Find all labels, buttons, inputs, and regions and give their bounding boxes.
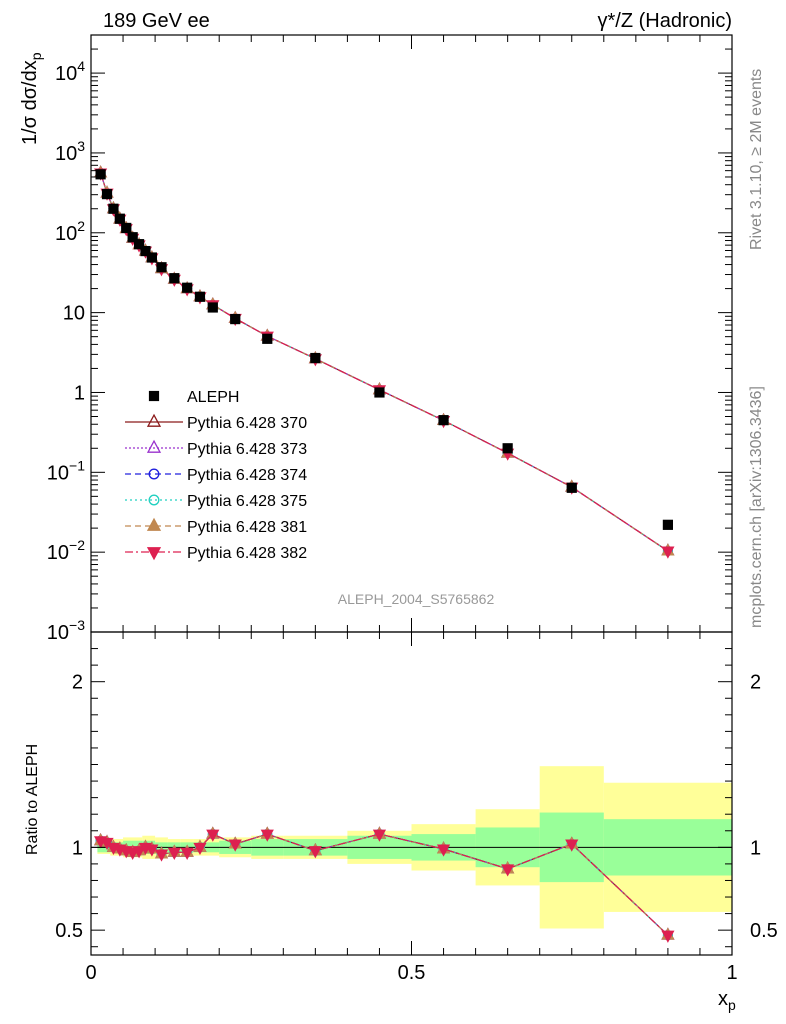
series-5-ratio-point-19 [501, 864, 515, 877]
data-point-21 [662, 519, 673, 530]
ratio-ylabel: Ratio to ALEPH [24, 744, 41, 855]
ytick-label-0: 10−3 [47, 617, 85, 644]
data-point-14 [230, 313, 241, 325]
xtick-label-0: 0 [85, 962, 96, 984]
data-point-13 [207, 302, 218, 313]
ratio-ytick-label-right-2: 2 [750, 672, 761, 694]
legend-marker-5 [146, 547, 162, 561]
series-5-ratio-point-20 [565, 839, 579, 852]
series-5-ratio-point-16 [308, 846, 322, 859]
data-point-8 [146, 252, 157, 263]
series-5-ratio-point-11 [180, 847, 194, 860]
legend-marker-0 [146, 413, 162, 427]
series-5-ratio-point-9 [154, 849, 169, 862]
data-point-7 [140, 245, 151, 257]
series-5-ratio-point-13 [206, 829, 220, 842]
data-point-6 [133, 239, 145, 250]
legend-label-5: Pythia 6.428 382 [187, 545, 307, 562]
ytick-label-1: 10−2 [47, 537, 85, 564]
data-point-1 [101, 189, 113, 200]
legend-label-data: ALEPH [187, 389, 239, 406]
ytick-label-6: 103 [55, 138, 85, 165]
data-point-9 [156, 262, 167, 273]
ytick-label-5: 102 [55, 218, 85, 245]
legend-label-0: Pythia 6.428 370 [187, 415, 307, 432]
data-point-12 [194, 291, 206, 302]
data-point-16 [310, 352, 321, 364]
ratio-ytick-label-right-0: 0.5 [750, 920, 778, 942]
legend-marker-data [148, 390, 160, 402]
series-5-ratio-point-10 [167, 847, 181, 860]
top-ylabel: 1/σ dσ/dxp [19, 52, 44, 145]
legend-label-4: Pythia 6.428 381 [187, 519, 307, 536]
series-line-top-5 [100, 172, 669, 552]
series-5-ratio-point-6 [132, 846, 146, 859]
data-point-11 [182, 282, 193, 293]
series-5-ratio-point-12 [193, 842, 207, 856]
ratio-panel: 0 0.5 10.5 0.51 12 2 [55, 631, 778, 984]
series-5-ratio-point-14 [228, 839, 242, 852]
legend-marker-1 [146, 439, 162, 453]
header-right: γ*/Z (Hadronic) [598, 10, 732, 32]
xtick-label-1: 0.5 [398, 962, 426, 984]
legend-label-1: Pythia 6.428 373 [187, 441, 307, 458]
ytick-label-2: 10−1 [47, 457, 85, 484]
spectrum-panel: 10−3 10−2 10−1 1 10 102 103 104 [47, 34, 733, 644]
legend-marker-4 [146, 517, 162, 531]
ytick-label-4: 10 [63, 303, 85, 325]
data-point-10 [169, 273, 180, 284]
legend: ALEPH Pythia 6.428 370 Pythia 6.428 373 Pyt… [125, 389, 307, 562]
legend-label-2: Pythia 6.428 374 [187, 467, 307, 484]
data-point-18 [438, 415, 449, 426]
rivet-label: Rivet 3.1.10, ≥ 2M events [748, 69, 765, 250]
data-point-17 [374, 387, 385, 398]
xlabel: xp [718, 988, 736, 1013]
legend-marker-3 [148, 494, 160, 506]
series-5-ratio-point-8 [145, 844, 159, 857]
data-point-5 [127, 232, 138, 243]
series-5-ratio-point-18 [436, 844, 451, 857]
ratio-ytick-label-left-2: 2 [72, 672, 83, 694]
ytick-label-3: 1 [74, 382, 85, 404]
header-left: 189 GeV ee [103, 10, 210, 32]
data-point-0 [95, 169, 106, 180]
data-point-20 [566, 482, 577, 493]
legend-marker-2 [148, 468, 160, 480]
ratio-ytick-label-left-1: 1 [72, 837, 83, 859]
data-point-4 [121, 222, 132, 234]
series-5-ratio-point-15 [260, 829, 274, 842]
ytick-label-7: 104 [55, 58, 85, 85]
top-frame [90, 34, 733, 633]
xtick-label-2: 1 [726, 962, 737, 984]
ratio-ytick-label-left-0: 0.5 [55, 920, 83, 942]
series-5-ratio-point-17 [372, 829, 387, 842]
data-point-3 [114, 213, 125, 224]
ratio-ytick-label-right-1: 1 [750, 837, 761, 859]
series-line-ratio-5 [100, 833, 669, 936]
legend-label-3: Pythia 6.428 375 [187, 493, 307, 510]
data-point-2 [108, 203, 119, 214]
analysis-watermark: ALEPH_2004_S5765862 [338, 591, 495, 607]
data-point-19 [502, 443, 513, 454]
series-5-point-21 [661, 546, 675, 559]
data-point-15 [262, 333, 273, 344]
series-5-ratio-point-21 [661, 930, 675, 943]
mcplots-label: mcplots.cern.ch [arXiv:1306.3436] [748, 386, 765, 628]
